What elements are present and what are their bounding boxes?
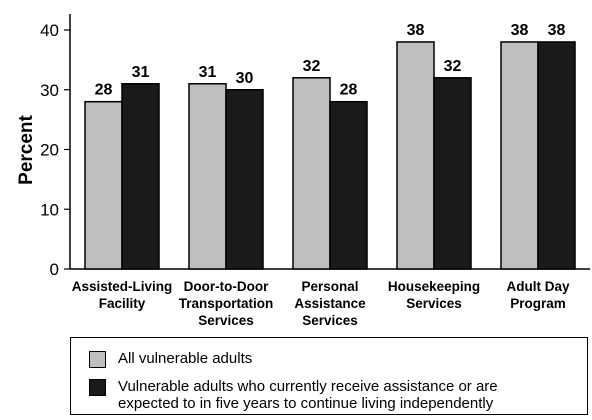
legend-swatch-black (89, 379, 106, 396)
y-tick-label: 40 (40, 21, 59, 40)
legend-label-series-1: All vulnerable adults (118, 350, 253, 367)
bar-chart: 0 10 20 30 40 Percent 28 31 Assisted-Living Facil… (16, 14, 590, 328)
x-tick-label: Services (406, 296, 462, 311)
legend-label-series-2: Vulnerable adults who currently receive … (118, 378, 498, 412)
x-tick-label: Services (302, 313, 358, 328)
data-label: 32 (303, 58, 321, 75)
data-label: 38 (548, 22, 566, 39)
bar-assisted (537, 41, 576, 270)
x-tick-label: Program (510, 296, 566, 311)
legend-swatch-gray (89, 351, 106, 368)
data-label: 32 (444, 58, 462, 75)
bar-all (396, 41, 435, 270)
bar-assisted (329, 100, 368, 270)
x-tick-label: Adult Day (506, 279, 569, 294)
x-tick-label: Assisted-Living (72, 279, 173, 294)
bar-assisted (121, 83, 160, 270)
data-label: 28 (95, 82, 113, 99)
y-axis-label: Percent (16, 114, 37, 184)
x-tick-label: Facility (99, 296, 146, 311)
legend: All vulnerable adults Vulnerable adults … (70, 337, 588, 415)
data-label: 30 (236, 70, 254, 87)
bar-all (188, 83, 227, 270)
data-label: 28 (340, 82, 358, 99)
y-tick-label: 20 (40, 141, 59, 160)
x-tick-label: Services (198, 313, 254, 328)
bar-all (500, 41, 539, 270)
data-label: 31 (199, 64, 217, 81)
legend-item-vulnerable-adults-assisted: Vulnerable adults who currently receive … (89, 378, 498, 412)
y-tick-label: 30 (40, 81, 59, 100)
x-tick-label: Personal (301, 279, 358, 294)
bar-assisted (225, 89, 264, 270)
y-tick-label: 0 (50, 260, 59, 279)
x-tick-label: Housekeeping (388, 279, 480, 294)
data-label: 38 (511, 22, 529, 39)
x-tick-label: Assistance (294, 296, 366, 311)
bar-assisted (433, 77, 472, 270)
bar-all (84, 100, 123, 270)
y-tick-label: 10 (40, 200, 59, 219)
data-label: 38 (407, 22, 425, 39)
x-tick-label: Door-to-Door (184, 279, 269, 294)
legend-item-all-vulnerable-adults: All vulnerable adults (89, 350, 252, 368)
x-tick-label: Transportation (179, 296, 274, 311)
bar-all (292, 77, 331, 270)
data-label: 31 (132, 64, 150, 81)
